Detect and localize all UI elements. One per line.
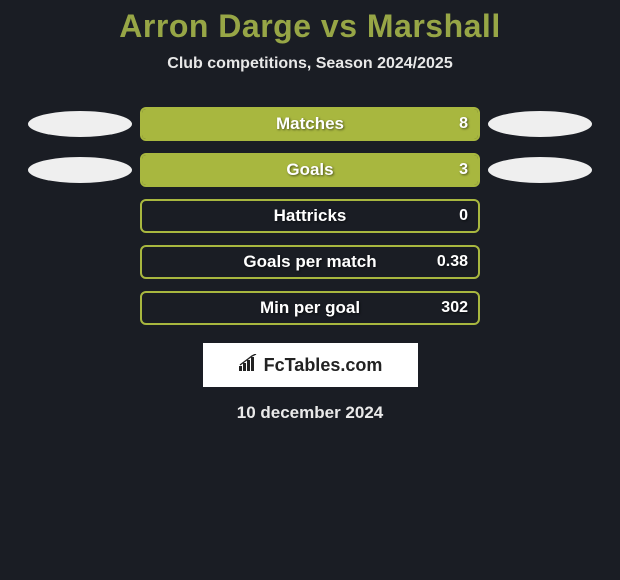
right-side [480,111,600,137]
barchart-icon [238,354,260,377]
stat-bar: Goals3 [140,153,480,187]
stat-bar: Min per goal302 [140,291,480,325]
player-marker-left [28,157,132,183]
stat-row: Hattricks0 [0,199,620,233]
stat-row: Goals per match0.38 [0,245,620,279]
stat-label: Matches [142,109,478,139]
page-title: Arron Darge vs Marshall [0,8,620,45]
stat-bar: Matches8 [140,107,480,141]
player-marker-left [28,111,132,137]
left-side [20,157,140,183]
stat-bar: Goals per match0.38 [140,245,480,279]
stat-label: Min per goal [142,293,478,323]
stat-rows: Matches8Goals3Hattricks0Goals per match0… [0,107,620,325]
stat-value: 302 [441,293,468,323]
logo-box[interactable]: FcTables.com [203,343,418,387]
right-side [480,157,600,183]
left-side [20,111,140,137]
stat-row: Goals3 [0,153,620,187]
comparison-infographic: Arron Darge vs Marshall Club competition… [0,0,620,423]
stat-value: 3 [459,155,468,185]
subtitle: Club competitions, Season 2024/2025 [0,55,620,73]
player-marker-right [488,111,592,137]
stat-row: Min per goal302 [0,291,620,325]
date: 10 december 2024 [0,403,620,423]
stat-value: 0 [459,201,468,231]
stat-label: Hattricks [142,201,478,231]
stat-bar: Hattricks0 [140,199,480,233]
stat-value: 0.38 [437,247,468,277]
player-marker-right [488,157,592,183]
logo-text: FcTables.com [264,355,383,376]
stat-value: 8 [459,109,468,139]
stat-label: Goals [142,155,478,185]
stat-row: Matches8 [0,107,620,141]
stat-label: Goals per match [142,247,478,277]
